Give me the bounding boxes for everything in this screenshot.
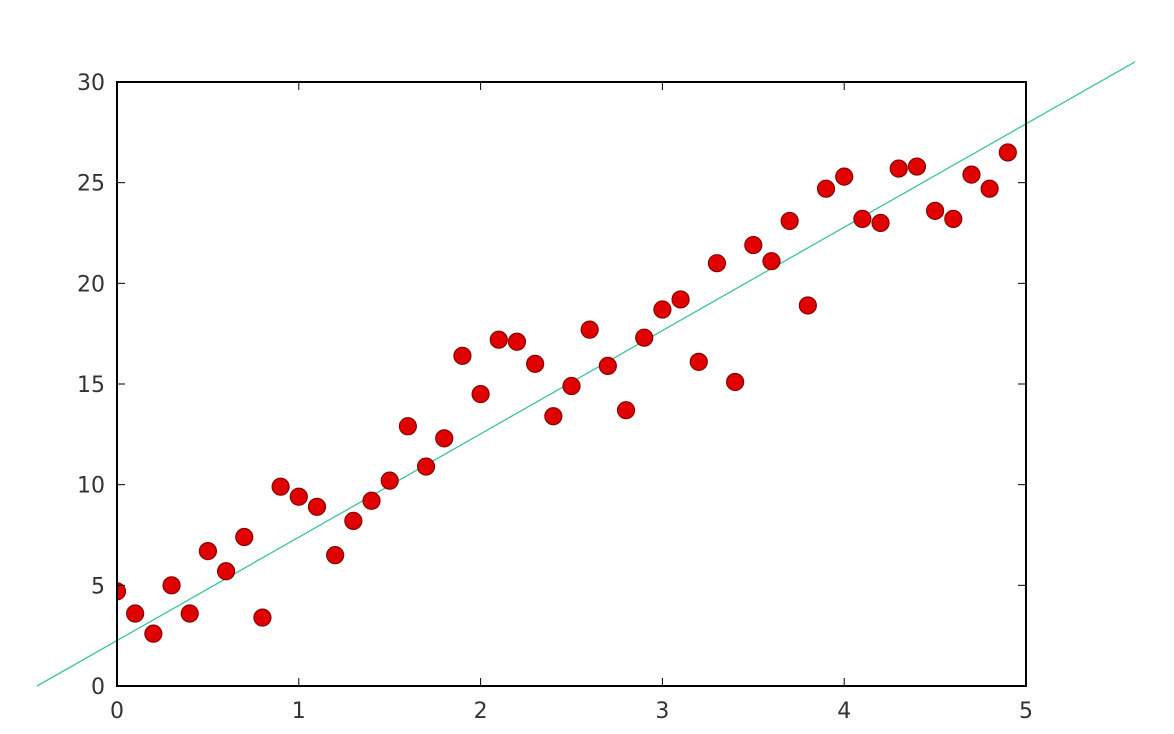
x-tick-label: 5 [1019, 699, 1033, 724]
data-point [526, 354, 545, 373]
data-point [216, 562, 236, 581]
y-tick-label: 30 [77, 71, 105, 96]
data-point [198, 542, 217, 561]
data-point [671, 290, 690, 309]
data-point [562, 376, 581, 396]
y-tick-label: 10 [77, 474, 105, 499]
x-tick-label: 2 [474, 699, 488, 724]
data-point [798, 296, 817, 315]
data-point [344, 511, 363, 531]
data-point [853, 209, 872, 229]
data-point [326, 546, 345, 565]
y-tick-label: 5 [91, 574, 105, 599]
fit-line-layer [36, 61, 1136, 687]
data-point [144, 624, 163, 643]
data-point [398, 417, 417, 436]
data-point [544, 407, 563, 426]
data-point [289, 487, 308, 506]
data-point [635, 328, 654, 347]
data-point [380, 471, 399, 490]
data-point [944, 209, 963, 229]
data-point [253, 608, 272, 627]
data-point [980, 179, 999, 198]
data-point [162, 576, 181, 595]
data-point [416, 457, 436, 476]
data-point [598, 356, 617, 375]
points-layer [117, 143, 1017, 643]
data-point [435, 429, 454, 448]
data-point [925, 201, 945, 220]
data-point [689, 352, 708, 371]
data-point [180, 604, 199, 623]
data-point [907, 157, 927, 176]
data-point [762, 252, 781, 271]
data-point [489, 330, 508, 349]
data-point [362, 491, 381, 510]
data-point [962, 165, 981, 184]
data-point [307, 497, 327, 516]
data-point [871, 213, 890, 233]
x-tick-label: 4 [837, 699, 851, 724]
data-point [471, 384, 490, 404]
data-point [835, 167, 854, 186]
data-point [726, 372, 745, 392]
data-point [707, 254, 727, 273]
data-point [780, 211, 799, 231]
fit-line [36, 61, 1136, 687]
data-point [889, 159, 908, 178]
data-point [271, 477, 290, 496]
data-point [126, 604, 145, 623]
data-point [235, 527, 254, 547]
data-point [117, 582, 127, 601]
y-tick-label: 15 [77, 373, 105, 398]
data-point [580, 320, 599, 339]
ticks-layer: 0 1 2 3 4 5 0 5 10 15 20 25 30 [77, 71, 1033, 724]
data-point [616, 401, 636, 420]
data-point [507, 332, 527, 351]
data-point [816, 179, 836, 198]
x-tick-label: 1 [292, 699, 306, 724]
x-tick-label: 0 [110, 699, 124, 724]
data-point [653, 300, 672, 319]
y-tick-label: 0 [91, 675, 105, 700]
data-point [998, 143, 1017, 162]
data-point [744, 235, 763, 255]
data-point [453, 346, 472, 365]
y-tick-label: 20 [77, 272, 105, 297]
y-tick-label: 25 [77, 172, 105, 197]
x-tick-label: 3 [655, 699, 669, 724]
